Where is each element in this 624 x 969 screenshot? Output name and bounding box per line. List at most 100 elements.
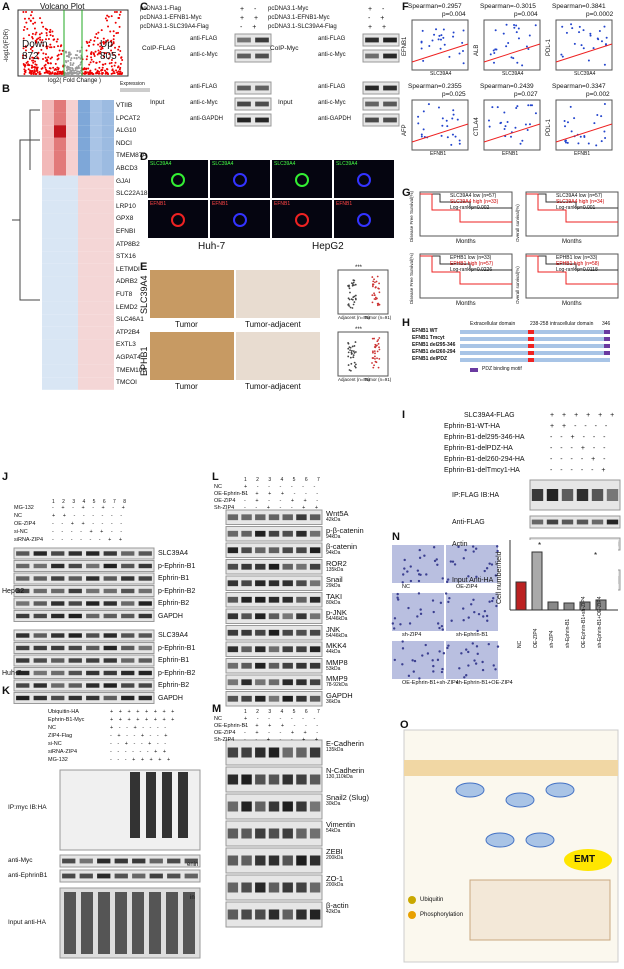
point: [348, 369, 351, 371]
point: [67, 53, 70, 56]
label: p=0.0002: [586, 11, 614, 18]
band: [241, 801, 252, 812]
point: [348, 287, 351, 290]
label: GAPDH: [326, 690, 353, 700]
band: [121, 576, 135, 581]
gene-label: EFNBI: [116, 228, 136, 235]
band: [138, 588, 152, 594]
band: [86, 645, 100, 651]
heatmap-cell: [66, 301, 78, 315]
label: Tumor-adjacent: [245, 320, 301, 329]
cell: [472, 598, 475, 602]
band: [33, 613, 47, 619]
point: [114, 46, 117, 49]
point: [525, 45, 528, 48]
point: [577, 142, 580, 145]
band: [309, 646, 321, 653]
point: [106, 39, 109, 42]
fluorescence-image: [334, 200, 394, 238]
point: [492, 49, 495, 52]
band: [79, 858, 93, 864]
heatmap-cell: [54, 100, 66, 113]
heatmap-cell: [66, 213, 78, 226]
label: EPHB1 low (n=33): [556, 255, 598, 261]
point: [112, 34, 115, 37]
point: [118, 25, 121, 28]
ihc-image: [150, 332, 234, 380]
cell: [465, 674, 468, 677]
point: [527, 48, 530, 51]
point: [112, 41, 115, 44]
point: [119, 49, 122, 52]
band: [51, 601, 65, 606]
cell: [440, 624, 444, 628]
point: [105, 52, 108, 55]
band: [383, 53, 397, 59]
point: [374, 357, 376, 360]
band: [606, 519, 619, 525]
label: - + + + - - -: [244, 491, 323, 497]
plot-frame: [337, 269, 389, 315]
point: [23, 72, 26, 75]
heatmap-cell: [90, 175, 102, 189]
point: [503, 111, 506, 114]
label: p=0.004: [442, 11, 466, 18]
label: EFNB1 Tmcyt: [412, 335, 445, 341]
point: [121, 58, 124, 61]
bar: [515, 581, 527, 611]
point: [56, 71, 59, 74]
point: [101, 69, 104, 72]
panel-letter: M: [212, 703, 222, 715]
cell-signal: [295, 213, 309, 227]
point: [565, 31, 568, 34]
heatmap-cell: [78, 226, 90, 239]
cell: [409, 565, 412, 568]
label: OE-ZIP4: [14, 521, 36, 527]
point: [49, 34, 52, 37]
point: [349, 356, 352, 359]
heatmap-cell: [66, 112, 78, 126]
heatmap-cell: [102, 238, 114, 252]
label: - - - - - - + +: [110, 749, 169, 755]
band: [282, 774, 293, 785]
point: [74, 67, 77, 70]
point: [28, 71, 31, 74]
cell: [436, 658, 440, 662]
label: p=0.002: [586, 91, 610, 98]
cell: [439, 601, 443, 605]
point: [452, 113, 455, 116]
point: [79, 49, 82, 52]
band: [255, 85, 269, 91]
label: EPHB1 high (n=58): [556, 261, 600, 267]
band: [16, 695, 30, 701]
cell: [426, 652, 430, 655]
label: anti-FLAG: [318, 84, 346, 90]
label: EFNB1: [150, 201, 167, 207]
point: [25, 11, 28, 13]
point: [106, 14, 109, 17]
heatmap-cell: [78, 314, 90, 327]
band: [255, 53, 269, 59]
point: [49, 71, 52, 74]
band: [365, 117, 379, 123]
point: [88, 63, 91, 66]
band: [51, 588, 65, 594]
cell: [408, 622, 412, 625]
point: [101, 72, 104, 75]
curve: [526, 193, 618, 209]
label: sh-ZIP4: [549, 630, 555, 648]
band: [309, 629, 321, 636]
heatmap-cell: [102, 200, 114, 214]
point: [373, 364, 375, 367]
curve: [526, 193, 618, 223]
point: [104, 72, 107, 75]
band: [86, 601, 100, 606]
band: [282, 747, 293, 758]
label: p-JNK: [326, 608, 347, 617]
point: [462, 29, 465, 32]
panel-letter: N: [392, 531, 400, 543]
cell: [447, 644, 450, 647]
band: [51, 563, 65, 569]
point: [347, 364, 350, 366]
heatmap-cell: [78, 276, 90, 289]
